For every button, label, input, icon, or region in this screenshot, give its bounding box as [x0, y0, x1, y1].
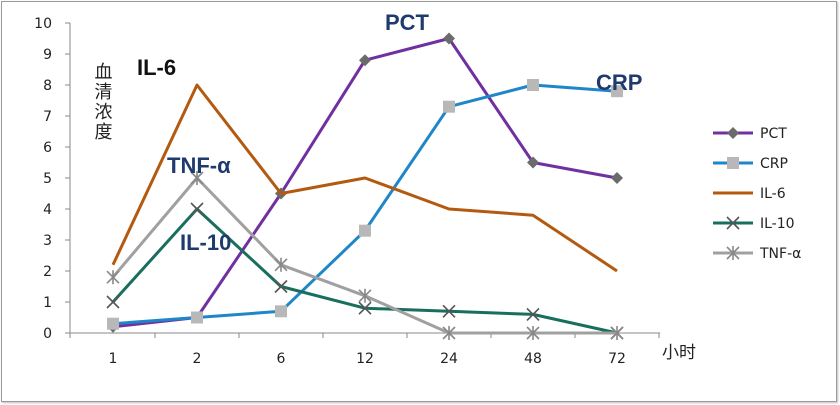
series-line-pct: [112, 37, 618, 329]
data-point-crp: [359, 224, 371, 237]
y-tick-label: 1: [43, 295, 52, 311]
legend-label: TNF-α: [759, 246, 801, 262]
legend-marker: [727, 127, 739, 139]
series-il-10: [106, 202, 624, 340]
data-point-il-10: [106, 295, 120, 309]
x-axis-ticks: 1 2 6 12 24 48 72: [69, 333, 660, 367]
data-point-crp: [107, 317, 119, 330]
y-tick-label: 3: [43, 233, 52, 249]
legend: PCT CRP IL-6 IL-10 TNF-α: [713, 126, 801, 262]
y-axis-title: 血清浓度: [92, 62, 113, 142]
data-point-pct: [527, 156, 539, 169]
x-tick-label: 6: [277, 351, 286, 367]
y-tick-label: 5: [43, 171, 52, 187]
y-tick-label: 6: [43, 140, 52, 156]
y-tick-label: 8: [43, 78, 52, 94]
annotation-crp: CRP: [596, 70, 642, 95]
legend-marker: [726, 216, 740, 230]
legend-item-il-10: IL-10: [713, 216, 795, 232]
legend-marker: [726, 246, 740, 260]
legend-item-pct: PCT: [713, 126, 787, 142]
y-tick-label: 0: [43, 326, 52, 342]
data-point-il-10: [526, 307, 540, 321]
data-point-il-10: [190, 202, 204, 216]
legend-item-crp: CRP: [713, 156, 788, 172]
series-pct: [107, 32, 623, 333]
legend-label: CRP: [760, 156, 788, 172]
series-line-crp: [112, 83, 618, 326]
legend-marker: [727, 157, 739, 169]
data-point-crp: [443, 100, 455, 113]
data-point-tnf-alpha: [610, 326, 624, 340]
legend-label: PCT: [760, 126, 787, 142]
data-point-il-10: [358, 301, 372, 315]
data-point-crp: [191, 311, 203, 324]
data-point-pct: [443, 32, 455, 45]
series-crp: [107, 79, 623, 330]
y-tick-label: 4: [43, 202, 52, 218]
series-il-6: [111, 83, 618, 273]
legend-item-il-6: IL-6: [713, 186, 786, 202]
data-point-tnf-alpha: [106, 270, 120, 285]
data-point-pct: [611, 172, 623, 184]
series-tnf-alpha: [106, 171, 624, 340]
data-point-crp: [275, 305, 287, 318]
y-tick-label: 7: [43, 109, 52, 125]
series-group: [106, 32, 624, 340]
legend-label: IL-6: [760, 186, 786, 202]
data-point-tnf-alpha: [274, 257, 288, 272]
x-tick-label: 72: [608, 351, 626, 367]
series-line-il-6: [111, 83, 618, 273]
x-tick-label: 48: [524, 351, 542, 367]
data-point-crp: [611, 85, 623, 98]
y-tick-label: 2: [43, 264, 52, 280]
annotation-il-10: IL-10: [180, 230, 231, 255]
data-point-il-10: [442, 304, 456, 318]
x-axis-title: 小时: [662, 343, 696, 363]
data-point-tnf-alpha: [442, 326, 456, 340]
data-point-tnf-alpha: [526, 326, 540, 340]
annotation-pct: PCT: [385, 10, 430, 35]
y-tick-label: 9: [43, 47, 52, 63]
y-tick-label: 10: [34, 16, 52, 32]
annotation-tnf-alpha: TNF-α: [167, 153, 231, 178]
legend-item-tnf-alpha: TNF-α: [713, 246, 801, 262]
annotations: PCT CRP IL-6 TNF-α IL-10: [137, 10, 642, 255]
x-tick-label: 24: [440, 351, 458, 367]
data-point-pct: [359, 54, 371, 67]
annotation-il-6: IL-6: [137, 55, 176, 80]
x-tick-label: 2: [193, 351, 202, 367]
data-point-tnf-alpha: [358, 288, 372, 303]
data-point-il-10: [274, 279, 288, 294]
x-tick-label: 1: [109, 351, 118, 367]
y-axis-ticks: 0 1 2 3 4 5 6 7 8 9 10: [34, 16, 70, 342]
data-point-tnf-alpha: [190, 171, 204, 185]
series-line-tnf-alpha: [111, 176, 617, 335]
legend-label: IL-10: [760, 216, 795, 232]
data-point-crp: [527, 79, 539, 91]
x-tick-label: 12: [356, 351, 374, 367]
